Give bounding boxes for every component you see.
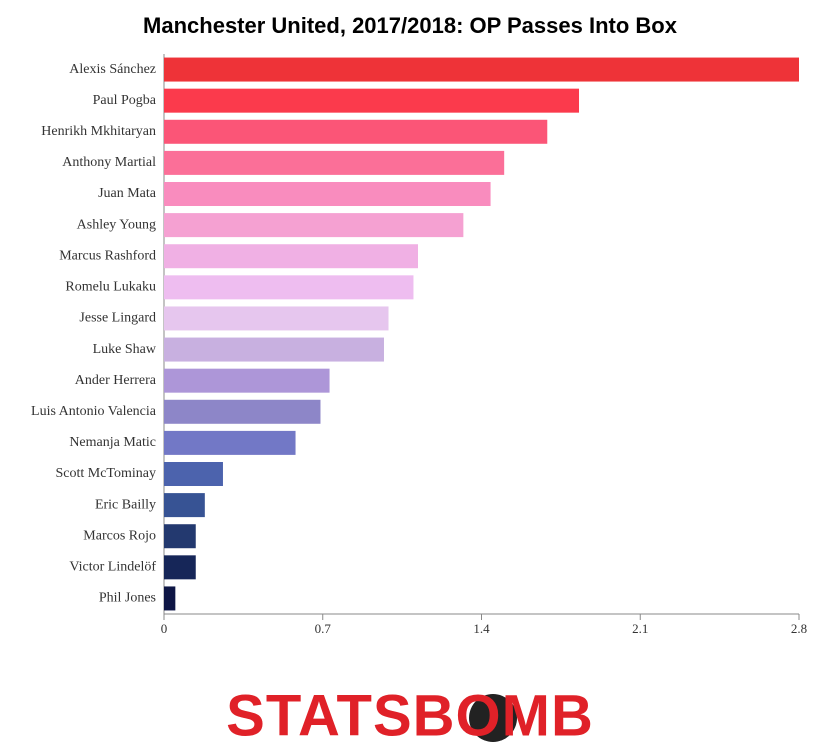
logo: STATSBOMB <box>226 683 594 748</box>
x-tick-label: 0 <box>161 621 168 636</box>
y-tick-label: Scott McTominay <box>55 466 156 481</box>
bar <box>164 368 330 393</box>
bar <box>164 524 196 549</box>
bomb-icon <box>469 694 517 742</box>
y-tick-label: Anthony Martial <box>62 155 156 170</box>
y-tick-label: Jesse Lingard <box>79 311 156 326</box>
bar <box>164 430 296 455</box>
bar <box>164 244 418 269</box>
x-tick-label: 1.4 <box>473 621 490 636</box>
y-tick-label: Alexis Sánchez <box>69 62 156 77</box>
x-tick-label: 2.1 <box>632 621 648 636</box>
y-tick-label: Nemanja Matic <box>69 435 156 450</box>
y-tick-label: Luis Antonio Valencia <box>31 404 157 419</box>
bar <box>164 337 384 362</box>
bar <box>164 57 799 82</box>
x-tick-label: 2.8 <box>791 621 807 636</box>
y-tick-label: Juan Mata <box>98 186 157 201</box>
bar <box>164 150 505 175</box>
bar <box>164 275 414 300</box>
bar <box>164 555 196 580</box>
y-tick-label: Romelu Lukaku <box>65 280 156 295</box>
y-tick-label: Henrikh Mkhitaryan <box>41 124 156 139</box>
bar <box>164 213 464 238</box>
x-tick-label: 0.7 <box>315 621 332 636</box>
chart-title: Manchester United, 2017/2018: OP Passes … <box>143 13 678 38</box>
y-tick-label: Paul Pogba <box>93 93 157 108</box>
bar <box>164 399 321 424</box>
bar <box>164 119 548 144</box>
y-tick-label: Marcos Rojo <box>83 528 156 543</box>
y-tick-label: Ander Herrera <box>75 373 157 388</box>
y-tick-label: Victor Lindelöf <box>69 560 156 575</box>
bar <box>164 462 223 486</box>
bar <box>164 182 491 206</box>
y-tick-label: Eric Bailly <box>95 497 156 512</box>
bar <box>164 493 205 518</box>
y-tick-label: Phil Jones <box>99 591 156 606</box>
y-tick-label: Luke Shaw <box>93 342 157 357</box>
y-tick-label: Marcus Rashford <box>59 248 156 263</box>
logo-text: STATSBOMB <box>226 683 594 748</box>
y-tick-label: Ashley Young <box>77 217 156 232</box>
bar <box>164 586 176 611</box>
bar <box>164 88 580 113</box>
bar <box>164 306 389 331</box>
